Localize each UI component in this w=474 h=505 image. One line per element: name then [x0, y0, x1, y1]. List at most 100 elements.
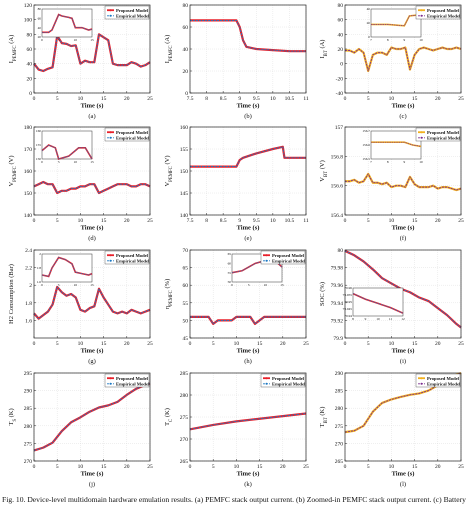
x-axis-label: Time (s) — [81, 225, 104, 232]
x-tick-label: 25 — [458, 96, 464, 102]
x-axis-label: Time (s) — [81, 471, 104, 478]
y-tick-label: 80 — [183, 3, 189, 9]
x-tick-label: 10 — [389, 341, 395, 347]
x-tick-label: 20 — [435, 218, 441, 224]
y-tick-label: -20 — [336, 76, 344, 82]
x-tick-label: 20 — [435, 96, 441, 102]
inset-tick-label: 9 — [365, 317, 367, 321]
y-tick-label: 160 — [24, 169, 33, 175]
legend-marker — [420, 382, 423, 385]
legend-entry: Proposed Model — [116, 130, 149, 135]
inset-tick-label: 40 — [38, 26, 42, 30]
inset-tick-label: 10 — [376, 317, 380, 321]
inset-tick-label: 5 — [58, 38, 60, 42]
x-tick-label: 10 — [78, 218, 84, 224]
legend-marker — [420, 9, 423, 12]
x-tick-label: 10 — [78, 464, 84, 470]
y-tick-label: 156.8 — [331, 154, 344, 160]
legend-marker — [265, 382, 268, 385]
inset-tick-label: 40 — [367, 7, 371, 11]
y-tick-label: 270 — [335, 441, 344, 447]
panel-label: (e) — [244, 235, 251, 242]
panel-label: (k) — [244, 481, 252, 488]
x-tick-label: 5 — [56, 218, 59, 224]
inset-frame — [41, 8, 93, 38]
x-tick-label: 0 — [189, 464, 192, 470]
x-axis-label: Time (s) — [392, 103, 415, 110]
legend-box — [260, 250, 306, 265]
x-tick-label: 20 — [124, 218, 130, 224]
y-tick-label: 155 — [180, 147, 189, 153]
y-tick-label: 275 — [180, 415, 189, 421]
x-tick-label: 10 — [234, 464, 240, 470]
y-tick-label: 290 — [335, 371, 344, 377]
y-tick-label: 150 — [180, 169, 189, 175]
inset-tick-label: 1.6 — [37, 280, 42, 284]
x-tick-label: 7.5 — [187, 218, 194, 224]
y-tick-label: 45 — [183, 336, 189, 342]
inset-tick-label: 20 — [38, 35, 42, 39]
x-tick-label: 5 — [56, 464, 59, 470]
x-tick-label: 20 — [435, 464, 441, 470]
x-tick-label: 5 — [212, 341, 215, 347]
y-tick-label: 270 — [180, 437, 189, 443]
series-line-empirical — [345, 173, 462, 191]
legend-marker — [420, 131, 423, 134]
inset-line-empirical — [42, 14, 93, 33]
legend-marker — [109, 131, 112, 134]
x-tick-label: 20 — [124, 464, 130, 470]
inset-frame — [41, 253, 93, 283]
x-axis-label: Time (s) — [81, 348, 104, 355]
y-tick-label: 0 — [340, 62, 343, 68]
inset-tick-label: 2 — [39, 252, 41, 256]
inset-tick-label: 0 — [41, 160, 43, 164]
y-tick-label: 145 — [180, 191, 189, 197]
y-tick-label: 20 — [338, 47, 344, 53]
legend-entry: Proposed Model — [427, 376, 460, 381]
x-tick-label: 25 — [147, 341, 153, 347]
legend-entry: Proposed Model — [116, 376, 149, 381]
legend-entry: Empirical Model — [427, 381, 461, 386]
x-axis-label: Time (s) — [237, 348, 260, 355]
legend-marker — [109, 14, 112, 17]
inset-tick-label: 0 — [231, 283, 233, 287]
x-tick-label: 15 — [412, 96, 418, 102]
legend-marker — [420, 377, 423, 380]
series-line-empirical — [345, 47, 462, 72]
axis-label: SOC (%) — [319, 282, 326, 306]
inset-tick-label: 1.8 — [37, 266, 42, 270]
axis-label: TC (K) — [164, 408, 174, 426]
chart-panel-b: 7.5 8 8.5 9 9.5 10 10.5 11 0 20 40 60 80 Time (s) IPEM… — [164, 3, 309, 120]
x-tick-label: 11 — [303, 96, 309, 102]
series-line-empirical — [190, 19, 306, 52]
inset-frame — [352, 287, 404, 317]
axes-frame — [344, 372, 462, 462]
y-tick-label: 150 — [24, 191, 33, 197]
legend-marker — [109, 254, 112, 257]
inset-tick-label: 79.945 — [343, 307, 353, 311]
series-line-empirical — [190, 316, 306, 325]
axis-label: TS (K) — [8, 408, 18, 425]
series-line-empirical — [344, 250, 462, 328]
x-tick-label: 10 — [234, 341, 240, 347]
x-tick-label: 0 — [33, 96, 36, 102]
series-line-empirical — [190, 146, 306, 168]
axis-label: ηPEMFC (%) — [164, 279, 174, 310]
x-tick-label: 10.5 — [285, 96, 295, 102]
inset-line-empirical — [371, 14, 422, 27]
inset-tick-label: 8 — [387, 38, 389, 42]
panel-label: (b) — [244, 113, 252, 120]
x-tick-label: 10.5 — [285, 218, 295, 224]
y-tick-label: 156.6 — [331, 184, 344, 190]
y-tick-label: 20 — [27, 76, 33, 82]
y-tick-label: 265 — [180, 459, 189, 465]
x-tick-label: 15 — [412, 218, 418, 224]
inset-tick-label: 15 — [90, 160, 94, 164]
inset-line-empirical — [41, 257, 93, 277]
x-tick-label: 5 — [56, 96, 59, 102]
